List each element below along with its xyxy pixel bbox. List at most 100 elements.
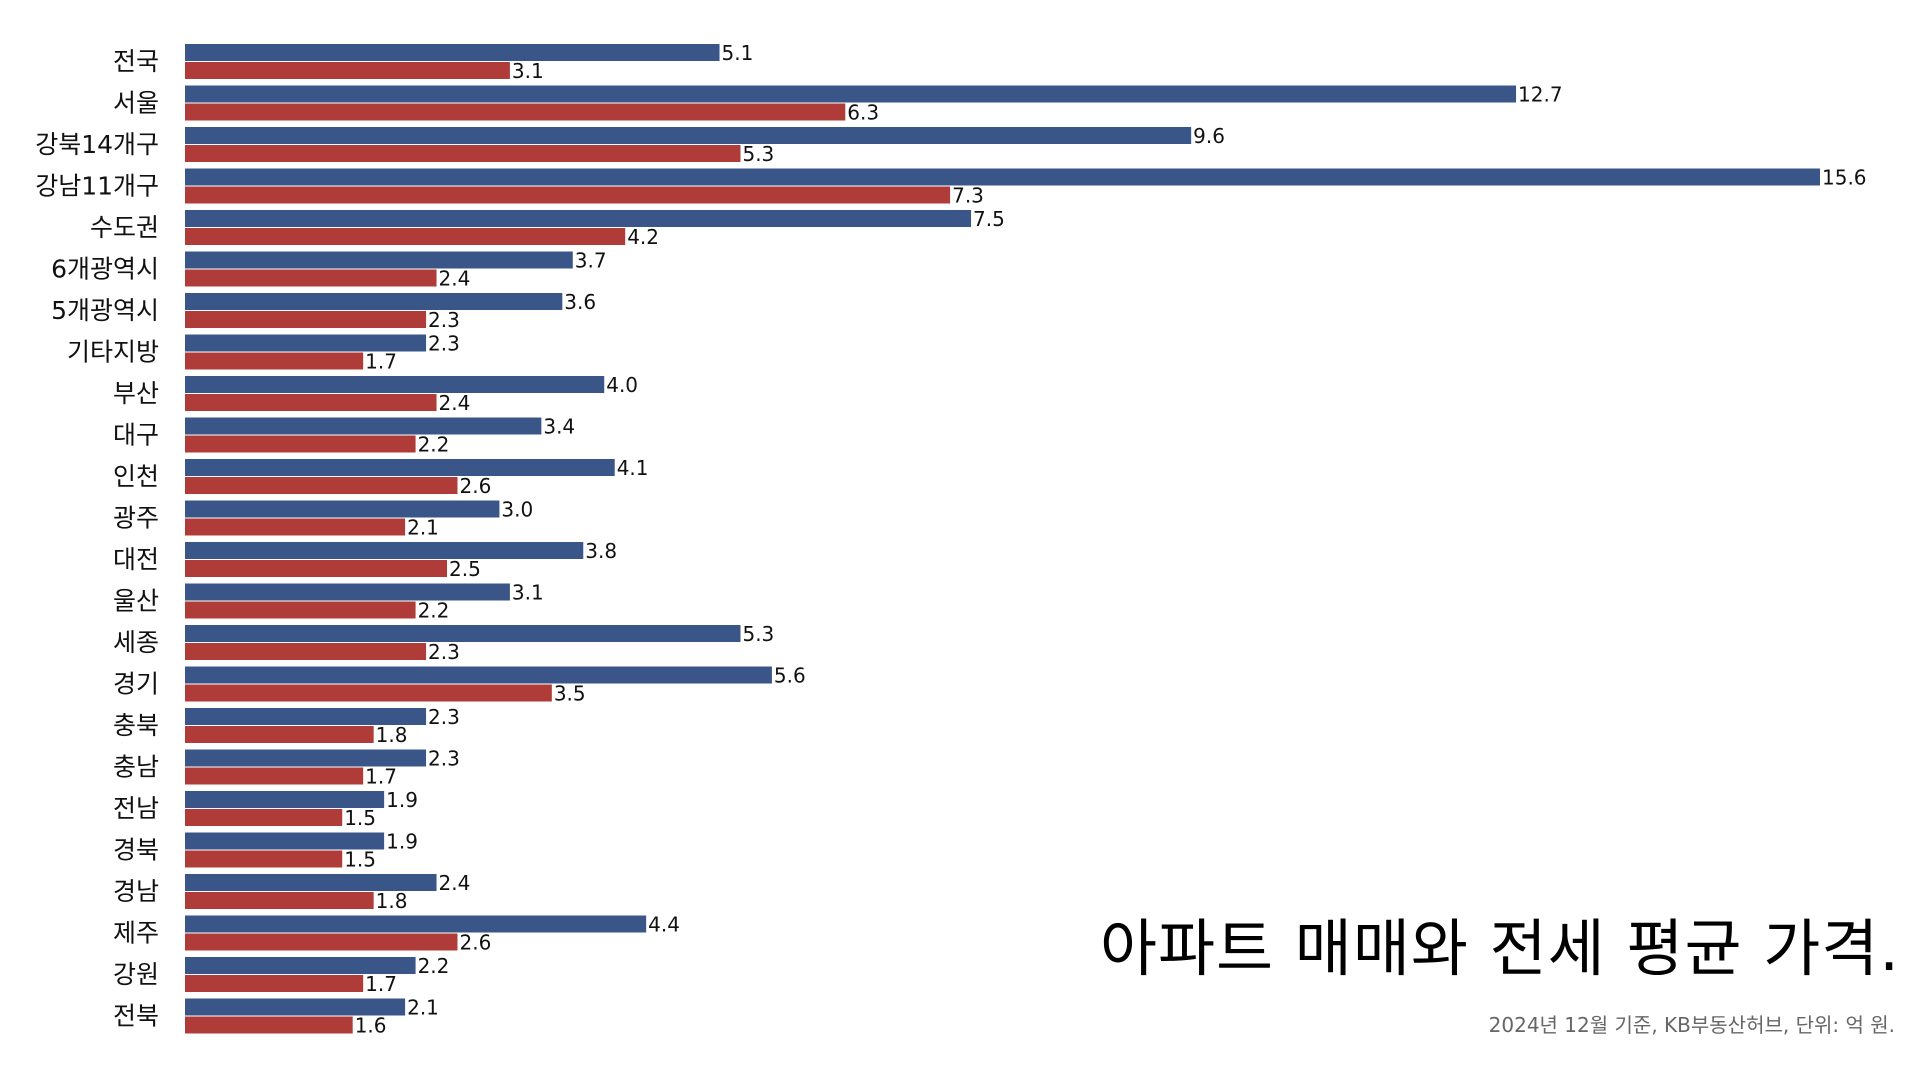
bar-series-2: [185, 850, 343, 868]
bar-series-1: [185, 210, 972, 227]
bar-series-2: [185, 145, 741, 162]
category-label: 부산: [113, 379, 159, 408]
value-label: 1.9: [386, 788, 418, 812]
bar-group: 경남 2.4 1.8: [113, 871, 470, 913]
bar-series-1: [185, 459, 615, 476]
value-label: 1.6: [355, 1014, 387, 1038]
bar-group: 강원 2.2 1.7: [113, 954, 449, 996]
bar-series-2: [185, 228, 626, 245]
category-label: 경기: [113, 670, 159, 699]
bar-series-2: [185, 1016, 353, 1034]
category-label: 5개광역시: [51, 296, 159, 325]
bar-series-2: [185, 269, 437, 287]
bar-series-1: [185, 500, 500, 518]
bar-series-1: [185, 85, 1517, 103]
value-label: 2.2: [418, 433, 450, 457]
bar-group: 전북 2.1 1.6: [113, 996, 439, 1038]
bar-series-2: [185, 892, 374, 909]
bar-series-1: [185, 583, 510, 601]
bar-series-1: [185, 625, 741, 642]
value-label: 7.3: [952, 184, 984, 208]
bar-series-2: [185, 518, 406, 536]
value-label: 3.1: [512, 59, 544, 83]
bar-group: 강북14개구 9.6 5.3: [35, 124, 1225, 166]
category-label: 수도권: [90, 213, 159, 242]
value-label: 2.4: [439, 871, 471, 895]
value-label: 12.7: [1518, 83, 1563, 107]
value-label: 4.4: [648, 913, 680, 937]
category-label: 6개광역시: [51, 255, 159, 284]
bar-series-2: [185, 975, 364, 992]
value-label: 1.8: [376, 723, 408, 747]
value-label: 2.1: [407, 996, 439, 1020]
bar-series-2: [185, 684, 552, 702]
bar-group: 경북 1.9 1.5: [113, 830, 418, 872]
category-label: 대구: [113, 421, 159, 450]
value-label: 1.5: [344, 806, 376, 830]
value-label: 2.6: [460, 474, 492, 498]
value-label: 2.2: [418, 599, 450, 623]
bar-series-1: [185, 251, 573, 269]
bar-group: 강남11개구 15.6 7.3: [35, 166, 1866, 208]
category-label: 충북: [113, 711, 159, 740]
value-label: 2.3: [428, 705, 460, 729]
category-label: 경남: [113, 877, 159, 906]
value-label: 2.4: [439, 267, 471, 291]
value-label: 7.5: [973, 207, 1005, 231]
category-label: 세종: [113, 628, 159, 657]
bar-group: 경기 5.6 3.5: [113, 664, 806, 706]
value-label: 3.1: [512, 581, 544, 605]
bar-group: 전국 5.1 3.1: [113, 41, 753, 83]
bar-series-1: [185, 666, 772, 684]
value-label: 4.2: [627, 225, 659, 249]
bar-group: 부산 4.0 2.4: [113, 373, 638, 415]
value-label: 2.3: [428, 308, 460, 332]
value-label: 2.3: [428, 640, 460, 664]
bar-group: 대전 3.8 2.5: [113, 539, 617, 581]
bar-series-1: [185, 832, 385, 850]
value-label: 2.4: [439, 391, 471, 415]
bar-series-2: [185, 643, 427, 660]
value-label: 2.3: [428, 747, 460, 771]
category-label: 기타지방: [67, 338, 159, 367]
value-label: 1.8: [376, 889, 408, 913]
bar-series-2: [185, 352, 364, 370]
bar-series-1: [185, 957, 416, 974]
value-label: 3.4: [543, 415, 575, 439]
value-label: 15.6: [1822, 166, 1867, 190]
category-label: 울산: [113, 587, 159, 616]
bar-series-2: [185, 435, 416, 453]
value-label: 4.1: [617, 456, 649, 480]
bar-series-2: [185, 186, 951, 204]
bar-series-2: [185, 103, 846, 121]
bar-series-1: [185, 376, 605, 393]
bar-series-1: [185, 542, 584, 559]
category-label: 전남: [113, 794, 159, 823]
chart-subtitle: 2024년 12월 기준, KB부동산허브, 단위: 억 원.: [1488, 1013, 1895, 1037]
bar-group: 서울 12.7 6.3: [113, 83, 1563, 125]
bar-group: 울산 3.1 2.2: [113, 581, 544, 623]
bar-series-2: [185, 560, 448, 577]
category-label: 강남11개구: [35, 172, 159, 201]
value-label: 1.5: [344, 848, 376, 872]
value-label: 2.5: [449, 557, 481, 581]
value-label: 9.6: [1193, 124, 1225, 148]
bar-group: 6개광역시 3.7 2.4: [51, 249, 607, 291]
bar-group: 충북 2.3 1.8: [113, 705, 460, 747]
value-label: 3.0: [501, 498, 533, 522]
bar-group: 인천 4.1 2.6: [113, 456, 649, 498]
value-label: 2.6: [460, 931, 492, 955]
value-label: 6.3: [847, 101, 879, 125]
category-label: 광주: [113, 504, 159, 533]
bar-group: 5개광역시 3.6 2.3: [51, 290, 596, 332]
bar-series-1: [185, 334, 427, 352]
bar-series-1: [185, 998, 406, 1016]
bar-series-1: [185, 708, 427, 725]
category-label: 인천: [113, 462, 159, 491]
category-label: 전북: [113, 1002, 159, 1031]
bar-series-1: [185, 417, 542, 435]
value-label: 3.5: [554, 682, 586, 706]
bar-series-2: [185, 311, 427, 328]
value-label: 5.3: [742, 622, 774, 646]
